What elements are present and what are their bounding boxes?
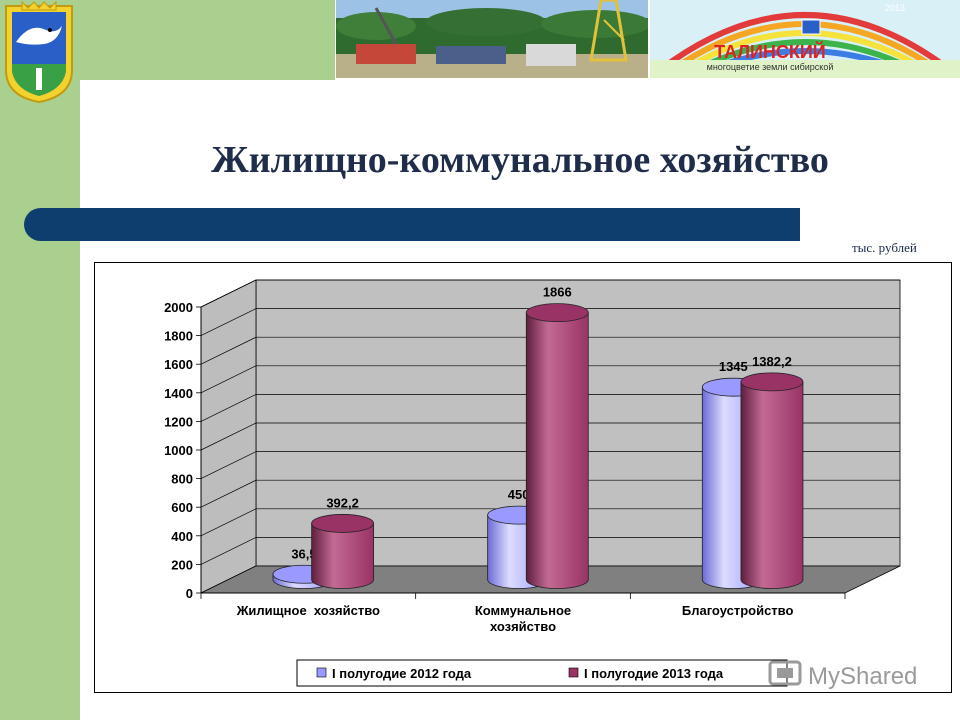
y-tick-label: 400 [171,529,193,544]
y-tick-label: 0 [186,586,193,601]
gridline-side [200,365,257,394]
y-tick-label: 1800 [164,329,193,344]
bar-2013-2 [740,372,804,589]
banner-logo-title: ТАЛИНСКИЙ [714,41,826,62]
page-title: Жилищно-коммунальное хозяйство [211,139,829,181]
gridline-side [200,422,257,451]
gridline-side [200,508,257,537]
bar-chart: 0 200 400 600 800 1000 1200 1400 1600 1800 2000 Жил… [164,279,901,687]
gridline-side [200,279,257,308]
banner-logo-year: 2013 [885,3,905,13]
left-decor-band [0,0,80,720]
title-underline-bar [24,208,800,241]
legend-swatch [316,667,327,678]
bar-2013-0 [311,514,375,589]
data-label: 36,5 [291,546,316,561]
data-label: 1866 [543,285,572,300]
bar-cylinder-top [525,303,589,323]
watermark-text: MyShared [808,663,917,690]
units-label: тыс. рублей [852,240,917,255]
x-category-label: Коммунальное хозяйство [475,603,571,634]
y-tick-label: 800 [171,472,193,487]
bar-cylinder-body [311,523,375,589]
data-label: 1345 [719,359,748,374]
x-category-label-line: хозяйство [490,619,556,634]
y-tick-label: 200 [171,557,193,572]
banner-logo-subtitle: многоцветие земли сибирской [707,62,834,72]
bar-cylinder-body [740,381,804,589]
legend-label: I полугодие 2013 года [584,666,724,681]
myshared-watermark: MyShared [768,660,917,690]
gridline-side [200,308,257,336]
x-category-label: Жилищное хозяйство [236,603,380,618]
data-label: 450 [508,487,530,502]
chart-frame: 0 200 400 600 800 1000 1200 1400 1600 1800 2000 Жил… [94,262,952,693]
chart-legend [296,659,788,687]
legend-swatch [568,667,579,678]
gridline-side [200,336,257,365]
oilfield-photo [336,0,648,78]
y-tick-label: 1400 [164,386,193,401]
gridline-side [200,537,257,565]
data-label: 1382,2 [752,354,792,369]
gridline-side [200,479,257,508]
y-tick-label: 2000 [164,300,193,315]
legend-label: I полугодие 2012 года [332,666,472,681]
data-label: 392,2 [326,495,359,510]
x-category-label-line: Коммунальное [475,603,571,618]
y-tick-label: 600 [171,500,193,515]
bar-cylinder-body [525,312,589,589]
x-category-label: Благоустройство [682,603,794,618]
coat-of-arms-icon [5,0,73,104]
gridline-side [200,451,257,479]
top-decor-band [80,0,335,80]
bar-cylinder-top [740,372,804,392]
y-tick-label: 1600 [164,357,193,372]
bar-cylinder-top [311,514,375,533]
talinsky-logo-banner: ТАЛИНСКИЙ многоцветие земли сибирской 20… [650,0,960,78]
y-tick-label: 1200 [164,414,193,429]
bar-2013-1 [525,303,589,589]
y-tick-label: 1000 [164,443,193,458]
gridline-side [200,394,257,422]
